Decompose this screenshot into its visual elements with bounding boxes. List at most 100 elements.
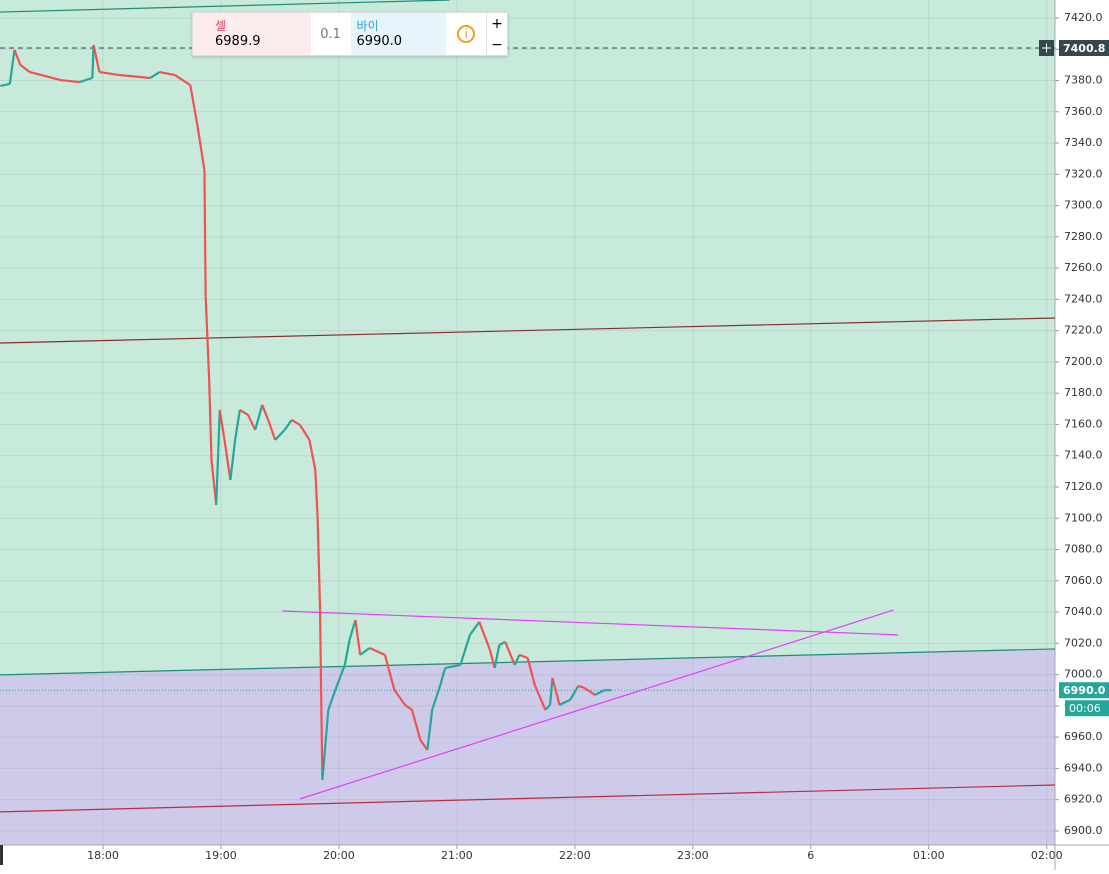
price-segment — [393, 689, 406, 706]
price-segment — [261, 404, 270, 421]
price-segment — [196, 124, 206, 171]
price-segment — [478, 621, 491, 651]
price-segment — [320, 699, 324, 780]
price-segment — [239, 408, 249, 416]
price-segment — [533, 684, 547, 711]
y-tick-label: 7360.0 — [1064, 105, 1103, 118]
price-segment — [254, 404, 264, 431]
y-tick-label: 7200.0 — [1064, 355, 1103, 368]
y-tick-label: 7080.0 — [1064, 543, 1103, 556]
price-segment — [359, 647, 371, 656]
left-marker — [0, 845, 3, 865]
price-segment — [594, 689, 605, 696]
y-tick-label: 7040.0 — [1064, 605, 1103, 618]
sell-price: 6989.9 — [215, 34, 261, 49]
price-segment — [369, 647, 386, 656]
price-segment — [504, 641, 516, 666]
price-segment — [578, 684, 585, 689]
minus-button[interactable]: − — [491, 36, 503, 53]
price-segment — [208, 379, 213, 460]
price-segment — [92, 44, 101, 73]
price-segment — [189, 84, 199, 126]
y-tick-label: 6900.0 — [1064, 824, 1103, 837]
buy-button[interactable]: 바이 6990.0 — [350, 13, 447, 55]
plus-button[interactable]: + — [491, 15, 503, 32]
x-tick-label: 21:00 — [441, 849, 473, 862]
y-tick-label: 7220.0 — [1064, 324, 1103, 337]
price-segment — [488, 649, 496, 669]
price-segment — [404, 704, 413, 711]
price-segment — [0, 82, 11, 88]
y-tick-label: 6940.0 — [1064, 761, 1103, 774]
price-segment — [8, 49, 16, 85]
y-tick-label: 6960.0 — [1064, 730, 1103, 743]
price-tag — [1059, 39, 1109, 56]
price-segment — [223, 439, 232, 481]
buy-label: 바이 — [356, 19, 379, 33]
price-segment — [426, 709, 434, 751]
y-tick-label: 7180.0 — [1064, 386, 1103, 399]
y-tick-label: 7000.0 — [1064, 668, 1103, 681]
y-tick-label: 7140.0 — [1064, 449, 1103, 462]
sell-button[interactable]: 셀 6989.9 — [193, 13, 311, 55]
price-segment — [316, 519, 322, 611]
sell-label: 셀 — [215, 19, 227, 33]
price-segment — [343, 639, 351, 666]
price-segment — [321, 709, 330, 781]
price-segment — [203, 169, 207, 296]
price-segment — [439, 667, 447, 686]
trend-line — [299, 609, 894, 800]
countdown-label: 00:06 — [1069, 702, 1101, 715]
price-segment — [544, 704, 551, 711]
price-segment — [119, 73, 151, 80]
price-segment — [559, 698, 571, 706]
price-segment — [149, 71, 161, 79]
price-segment — [60, 78, 80, 84]
price-segment — [348, 619, 357, 641]
price-segment — [318, 610, 323, 700]
price-segment — [204, 294, 211, 380]
price-segment — [247, 414, 257, 431]
x-tick-label: 01:00 — [913, 849, 945, 862]
price-segment — [267, 419, 277, 441]
y-tick-label: 7240.0 — [1064, 292, 1103, 305]
price-segment — [327, 689, 337, 711]
price-segment — [513, 654, 521, 666]
price-segment — [91, 44, 95, 79]
price-segment — [218, 409, 226, 441]
price-segment — [431, 684, 442, 711]
crosshair-icon — [1042, 43, 1051, 53]
zone-below — [0, 648, 1055, 845]
x-tick-label: 22:00 — [559, 849, 591, 862]
price-segment — [174, 74, 191, 86]
price-segment — [468, 621, 481, 636]
price-segment — [334, 664, 346, 691]
price-segment — [411, 709, 422, 741]
price-segment — [526, 657, 536, 686]
price-segment — [274, 429, 286, 441]
x-tick-label: 02:00 — [1031, 849, 1063, 862]
spread: 0.1 — [320, 26, 341, 42]
price-segment — [314, 469, 319, 521]
x-tick-label: 18:00 — [87, 849, 119, 862]
info-button[interactable]: i — [457, 25, 476, 43]
price-tag — [1059, 682, 1109, 699]
price-segment — [419, 739, 429, 751]
buy-price: 6990.0 — [356, 34, 403, 49]
price-segment — [308, 439, 317, 471]
y-tick-label: 7420.0 — [1064, 11, 1103, 24]
price-segment — [551, 677, 561, 706]
price-tag-label: 7400.8 — [1063, 42, 1105, 55]
order-panel: 셀 6989.9 0.1 바이 6990.0 i + − — [192, 12, 508, 56]
price-segment — [299, 424, 311, 441]
y-tick-label: 6920.0 — [1064, 793, 1103, 806]
y-tick-label: 7020.0 — [1064, 636, 1103, 649]
x-tick-label: 6 — [807, 849, 814, 862]
trend-line — [0, 317, 1056, 344]
trend-line — [0, 784, 1056, 813]
price-segment — [99, 70, 120, 77]
price-segment — [283, 419, 293, 431]
y-tick-label: 7340.0 — [1064, 136, 1103, 149]
